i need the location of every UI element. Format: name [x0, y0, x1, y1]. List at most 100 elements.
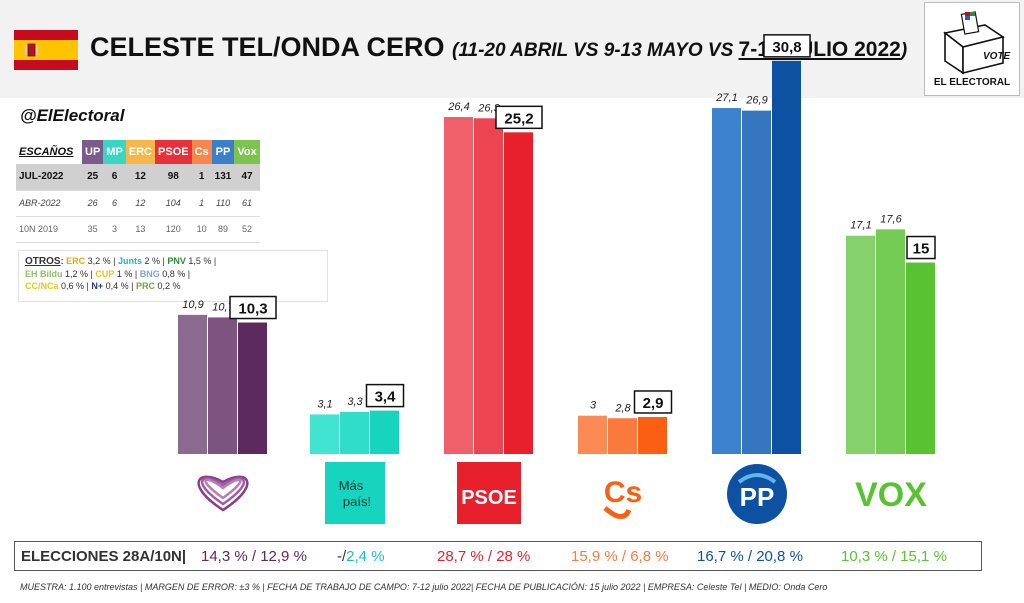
seats-row-label: ABR-2022 — [16, 190, 82, 217]
seats-cell: 120 — [155, 216, 192, 243]
others-box: OTROS: ERC 3,2 % | Junts 2 % | PNV 1,5 %… — [18, 250, 328, 302]
bar-value-label-current: 2,9 — [643, 395, 664, 412]
others-list: ERC 3,2 % | Junts 2 % | PNV 1,5 % | EH B… — [25, 256, 216, 291]
svg-text:PP: PP — [740, 482, 775, 512]
bar-value-box — [906, 235, 936, 260]
others-item-value: 1,2 % | — [62, 269, 96, 279]
result-mas-pais-prefix: -/ — [337, 548, 347, 565]
bar-value-label: 3 — [590, 400, 597, 412]
bar — [846, 235, 875, 454]
methodology-footer: MUESTRA: 1.100 entrevistas | MARGEN DE E… — [20, 582, 828, 592]
seats-row-10n-2019: 10N 2019 35 3 13 120 10 89 52 — [16, 216, 260, 243]
others-item-name: ERC — [66, 256, 86, 266]
others-item-value: 3,2 % | — [85, 256, 118, 266]
others-item-name: EH Bildu — [25, 269, 63, 279]
seats-row-jul-2022: JUL-2022 25 6 12 98 1 131 47 — [16, 164, 260, 191]
seats-cell: 104 — [155, 190, 192, 217]
seats-cell: 98 — [155, 164, 192, 191]
twitter-handle: @ElElectoral — [20, 106, 125, 125]
title-sub-suffix: ) — [900, 40, 908, 61]
others-item-value: 1,5 % | — [185, 256, 217, 266]
svg-text:Cs: Cs — [604, 476, 642, 509]
seats-cell: 89 — [211, 216, 235, 243]
others-item-name: BNG — [139, 269, 160, 279]
bar-group-5: 17,1 17,6 15 — [846, 213, 936, 454]
bar — [638, 416, 667, 454]
bar-value-label: 26,9 — [745, 95, 767, 107]
bar — [906, 262, 935, 454]
bar — [712, 108, 741, 454]
seats-cell: 12 — [125, 190, 156, 217]
svg-text:país!: país! — [343, 494, 371, 509]
svg-text:PSOE: PSOE — [461, 487, 517, 509]
bar-value-label-current: 25,2 — [504, 110, 533, 127]
result-cs: 15,9 % / 6,8 % — [571, 548, 669, 565]
seats-cell: 26 — [82, 190, 104, 217]
seats-header-erc: ERC — [125, 140, 156, 164]
results-title: ELECCIONES 28A/10N| — [21, 548, 187, 565]
seats-cell: 61 — [234, 190, 260, 217]
seats-table-label: ESCAÑOS — [19, 146, 74, 158]
seats-cell: 52 — [234, 216, 260, 243]
bar — [178, 314, 207, 454]
bar — [876, 229, 905, 454]
vox-logo: VOX — [855, 476, 927, 514]
result-up: 14,3 % / 12,9 % — [201, 548, 307, 565]
bar — [742, 110, 771, 455]
bar — [578, 415, 607, 454]
bar — [474, 118, 503, 454]
others-item-value: 0,2 % — [155, 281, 181, 291]
bar-value-label: 17,6 — [880, 213, 902, 225]
spain-flag-icon — [14, 30, 78, 70]
seats-row-label: JUL-2022 — [16, 164, 82, 191]
others-item-name: Junts — [117, 256, 142, 266]
bar-group-2: 26,4 26,3 25,2 — [444, 101, 543, 454]
bar-value-label: 26,3 — [477, 102, 500, 114]
bar-value-label: 10,7 — [212, 301, 234, 313]
seats-header-cs: Cs — [191, 140, 212, 164]
seats-row-abr-2022: ABR-2022 26 6 12 104 1 110 61 — [16, 190, 260, 217]
result-mas-pais: -/2,4 % — [337, 548, 385, 565]
election-results-bar: ELECCIONES 28A/10N| 14,3 % / 12,9 % -/2,… — [14, 541, 982, 571]
others-label: OTROS — [25, 256, 61, 267]
seats-cell: 35 — [82, 216, 104, 243]
el-electoral-logo: VOTE EL ELECTORAL — [924, 2, 1020, 96]
bar-value-label-current: 15 — [913, 241, 930, 258]
others-item-name: CUP — [95, 269, 115, 279]
seats-cell: 110 — [211, 190, 235, 217]
seats-table-header: ESCAÑOS UP MP ERC PSOE Cs PP Vox — [16, 140, 260, 164]
others-item-value: 0,8 % | — [159, 269, 191, 279]
seats-header-pp: PP — [211, 140, 235, 164]
svg-text:VOTE: VOTE — [983, 51, 1011, 62]
seats-header-up: UP — [82, 140, 104, 164]
results-title-text: ELECCIONES 28A/10N — [21, 548, 182, 565]
result-pp: 16,7 % / 20,8 % — [697, 548, 803, 565]
bar — [772, 60, 801, 455]
title-main: CELESTE TEL/ONDA CERO — [90, 32, 445, 62]
bar-group-4: 27,1 26,9 30,8 — [712, 34, 811, 455]
bar — [444, 117, 473, 454]
seats-cell: 13 — [125, 216, 156, 243]
others-item-value: 0,6 % | — [58, 281, 92, 291]
others-item-value: 1 % | — [114, 269, 140, 279]
bar-group-1: 3,1 3,3 3,4 — [310, 383, 405, 454]
bar-value-box — [763, 34, 811, 58]
bar-value-label: 3,1 — [317, 398, 332, 410]
seats-header-vox: Vox — [234, 140, 260, 164]
bar-value-label: 27,1 — [715, 92, 737, 104]
bar-value-label-current: 3,4 — [375, 389, 397, 406]
cs-logo: Cs — [603, 476, 642, 519]
seats-header-mp: MP — [103, 140, 126, 164]
seats-cell: 1 — [191, 164, 212, 191]
bar — [370, 410, 399, 454]
seats-cell: 12 — [125, 164, 156, 191]
up-heart-icon — [197, 475, 249, 512]
others-item-value: 0,4 % | — [103, 281, 136, 291]
bar — [310, 414, 339, 454]
bar-group-0: 10,9 10,7 10,3 — [178, 295, 277, 454]
bar — [340, 411, 369, 454]
bar-value-box — [229, 295, 277, 320]
bar — [208, 317, 237, 454]
seats-row-label: 10N 2019 — [16, 216, 82, 243]
